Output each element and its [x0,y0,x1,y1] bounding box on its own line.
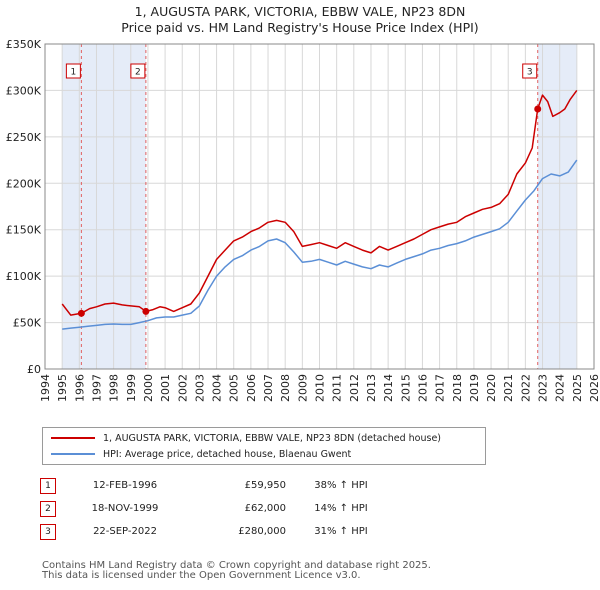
legend-item-property: 1, AUGUSTA PARK, VICTORIA, EBBW VALE, NP… [51,430,441,446]
x-tick-label: 2018 [451,374,464,402]
transactions-table: 1 12-FEB-1996 £59,950 38% ↑ HPI 2 18-NOV… [40,474,396,543]
chart-title: 1, AUGUSTA PARK, VICTORIA, EBBW VALE, NP… [134,4,466,19]
sale-date: 18-NOV-1999 [91,503,159,514]
x-tick-label: 2022 [519,374,532,402]
x-tick-label: 2021 [502,374,515,402]
sale-price: £280,000 [238,526,286,537]
sale-label: 1 [71,68,77,78]
sale-label: 3 [527,68,533,78]
shaded-range [537,44,577,369]
x-tick-label: 2001 [159,374,172,402]
x-tick-label: 2000 [142,374,155,402]
sale-date: 22-SEP-2022 [93,526,157,537]
sale-label-box [65,63,81,79]
sale-label: 2 [135,68,141,78]
x-tick-label: 2011 [331,374,344,402]
plot-frame [44,43,595,370]
price-chart: 1 2 3 £0 £50K £100K £150K £200K £250K £300K £350K 1… [6,38,600,402]
sale-hpi-diff: 38% ↑ HPI [314,480,368,491]
sale-price: £59,950 [244,480,286,491]
x-tick-label: 2010 [314,374,327,402]
y-tick-label: £100K [6,270,42,283]
y-tick-label: £300K [6,84,42,97]
x-tick-label: 2014 [382,374,395,402]
x-tick-label: 1995 [56,374,69,402]
sale-point [77,309,85,317]
legend-label-hpi: HPI: Average price, detached house, Blae… [103,448,352,460]
x-tick-label: 2009 [296,374,309,402]
property-price-line [61,89,578,316]
sale-hpi-diff: 14% ↑ HPI [314,503,368,514]
sale-label-box [130,63,146,79]
sale-badge: 1 [40,477,56,494]
sale-badge: 2 [40,500,56,517]
x-tick-label: 2019 [468,374,481,402]
x-tick-label: 2023 [537,374,550,402]
hpi-line [62,159,578,330]
x-tick-label: 1994 [39,374,52,402]
y-tick-label: £350K [6,38,42,51]
table-row: 3 22-SEP-2022 £280,000 31% ↑ HPI [40,520,396,543]
sale-date: 12-FEB-1996 [92,480,158,491]
legend-item-hpi: HPI: Average price, detached house, Blae… [51,446,351,462]
x-tick-label: 1996 [73,374,86,402]
x-tick-label: 2016 [416,374,429,402]
x-tick-label: 2024 [554,374,567,402]
footer: Contains HM Land Registry data © Crown c… [42,561,431,581]
x-tick-label: 2012 [348,374,361,402]
y-tick-label: £150K [6,224,42,237]
footer-license: This data is licensed under the Open Gov… [42,570,361,581]
x-tick-label: 2025 [571,374,584,402]
legend-label-property: 1, AUGUSTA PARK, VICTORIA, EBBW VALE, NP… [103,432,441,444]
chart-subtitle: Price paid vs. HM Land Registry's House … [121,20,479,35]
legend-line-property [51,437,95,439]
x-tick-label: 2004 [211,374,224,402]
table-row: 2 18-NOV-1999 £62,000 14% ↑ HPI [40,497,396,520]
sale-label-box [522,63,538,79]
x-tick-label: 2015 [399,374,412,402]
sale-badge: 3 [40,523,56,540]
x-tick-label: 2013 [365,374,378,402]
x-tick-label: 1999 [125,374,138,402]
sale-point [534,105,542,113]
shaded-range [62,44,82,369]
sale-hpi-diff: 31% ↑ HPI [314,526,368,537]
x-tick-label: 2003 [193,374,206,402]
x-tick-label: 2007 [262,374,275,402]
x-tick-label: 2008 [279,374,292,402]
x-tick-label: 2017 [434,374,447,402]
legend: 1, AUGUSTA PARK, VICTORIA, EBBW VALE, NP… [42,427,486,465]
x-tick-label: 2002 [176,374,189,402]
footer-copyright: Contains HM Land Registry data © Crown c… [42,560,431,571]
y-tick-label: £50K [13,317,42,330]
x-tick-label: 1998 [108,374,121,402]
y-tick-label: £200K [6,177,42,190]
x-tick-label: 2026 [588,374,600,402]
legend-line-hpi [51,453,95,455]
y-tick-label: £0 [27,363,41,376]
x-tick-label: 2006 [245,374,258,402]
table-row: 1 12-FEB-1996 £59,950 38% ↑ HPI [40,474,396,497]
x-tick-label: 2005 [228,374,241,402]
x-tick-label: 2020 [485,374,498,402]
x-tick-label: 1997 [90,374,103,402]
sale-point [142,307,150,315]
y-tick-label: £250K [6,131,42,144]
sale-price: £62,000 [244,503,286,514]
